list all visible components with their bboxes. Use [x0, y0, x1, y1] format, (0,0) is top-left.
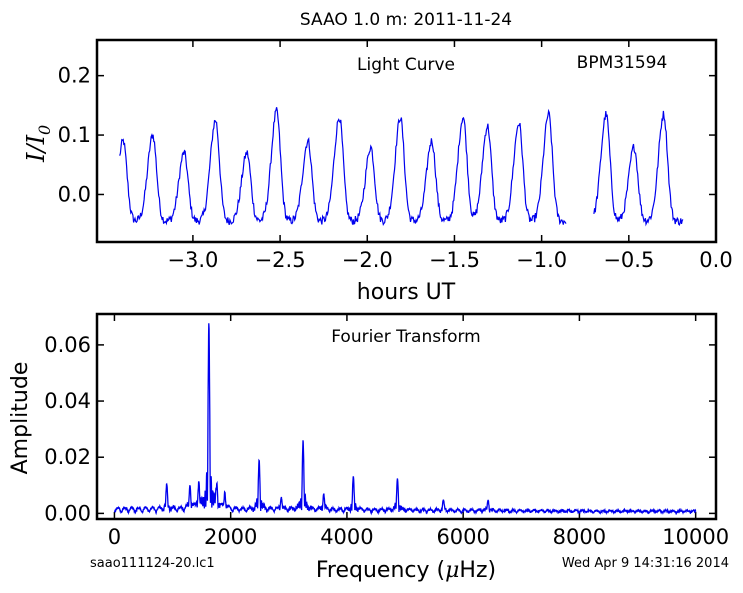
x-tick-label: 0 [108, 525, 121, 549]
y-tick-label: 0.06 [44, 333, 91, 357]
x-tick-label: −0.5 [603, 248, 654, 272]
x-tick-label: −1.5 [429, 248, 480, 272]
light-curve-axes-frame [95, 38, 718, 244]
y-tick-label: 0.04 [44, 389, 91, 413]
light-curve-x-label: hours UT [357, 280, 456, 305]
light-curve-annotation: Light Curve [357, 55, 455, 75]
fourier-y-ticks: 0.00 0.02 0.04 0.06 [44, 333, 716, 525]
light-curve-y-label: I/I0 [22, 125, 54, 163]
footer-timestamp: Wed Apr 9 14:31:16 2014 [562, 556, 729, 571]
light-curve-y-ticks: 0.0 0.1 0.2 [58, 64, 716, 206]
y-tick-label: 0.02 [44, 445, 91, 469]
fourier-panel: 0 2000 4000 6000 8000 10000 0.000.020.040.06 … [8, 312, 729, 583]
x-tick-label: 0.0 [699, 248, 732, 272]
fourier-series [113, 323, 697, 516]
fourier-annotation: Fourier Transform [331, 327, 480, 347]
x-label-post: Hz) [459, 558, 496, 583]
x-tick-label: 8000 [553, 525, 606, 549]
y-label-main: I/I [22, 134, 50, 163]
fourier-y-label: Amplitude [8, 362, 33, 475]
y-label-subscript: 0 [35, 125, 54, 135]
object-label: BPM31594 [577, 53, 668, 73]
y-tick-label: 0.2 [58, 64, 91, 88]
footer-filename: saao111124-20.lc1 [90, 556, 215, 571]
x-label-mu: μ [445, 558, 459, 583]
fourier-x-ticks: 0 2000 4000 6000 8000 10000 [108, 314, 729, 549]
y-tick-label: 0.00 [44, 501, 91, 525]
x-tick-label: 2000 [204, 525, 257, 549]
x-tick-label: 6000 [436, 525, 489, 549]
x-tick-label: 10000 [662, 525, 729, 549]
y-tick-label: 0.1 [58, 123, 91, 147]
figure-title: SAAO 1.0 m: 2011-11-24 [300, 10, 512, 30]
x-tick-label: −1.0 [516, 248, 567, 272]
fourier-axes-frame [95, 312, 718, 521]
light-curve-x-ticks: −3.0 −2.5 −2.0 −1.5 −1.0 −0.5 0.0 [167, 40, 733, 272]
x-tick-label: 4000 [320, 525, 373, 549]
x-tick-label: −2.5 [255, 248, 306, 272]
x-tick-label: −3.0 [167, 248, 218, 272]
fourier-x-label: Frequency (μHz) [316, 558, 496, 583]
x-tick-label: −2.0 [342, 248, 393, 272]
light-curve-series [119, 107, 684, 227]
y-tick-label: 0.0 [58, 182, 91, 206]
light-curve-panel: −3.0 −2.5 −2.0 −1.5 −1.0 −0.5 0.0 0.0 0.1 0.2 Li… [22, 38, 733, 305]
x-label-pre: Frequency ( [316, 558, 445, 583]
